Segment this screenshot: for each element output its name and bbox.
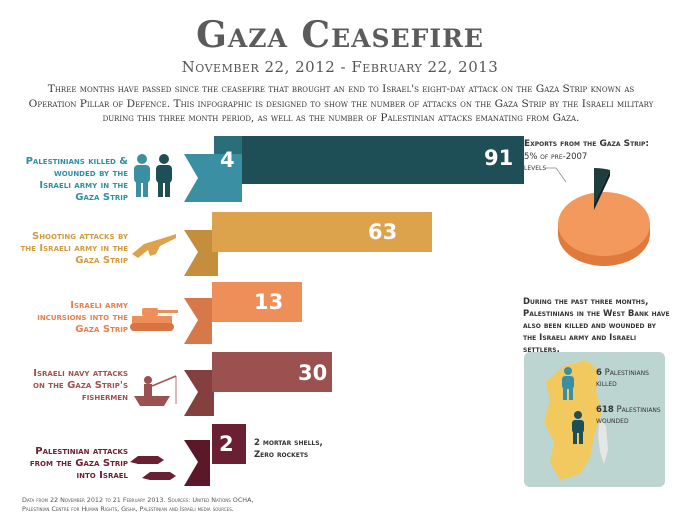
bar-value-incursions: 13 xyxy=(254,290,284,314)
footer-line-1: Data from 22 November 2012 to 21 Februar… xyxy=(22,496,254,504)
bar-value-wounded: 91 xyxy=(484,146,514,170)
wb-wounded-label-2: wounded xyxy=(596,416,629,426)
page-title: Gaza Ceasefire xyxy=(196,14,484,56)
row-label-shooting: Shooting attacks by the Israeli army in … xyxy=(20,231,128,266)
bar-navy xyxy=(184,352,332,416)
west-bank-text: During the past three months, Palestinia… xyxy=(523,297,670,355)
rockets-icon xyxy=(130,456,176,480)
wb-killed-count: 6 xyxy=(596,368,602,378)
row-label-palestinian-attacks: Palestinian attacks from the Gaza Strip … xyxy=(29,446,128,481)
wb-killed-label-1: Palestinians xyxy=(604,368,649,378)
footer-sources: Data from 22 November 2012 to 21 Februar… xyxy=(22,496,362,514)
pie-slice-exports xyxy=(594,168,610,204)
fishing-boat-icon xyxy=(134,375,177,406)
person-killed-icon xyxy=(562,367,574,400)
date-range: November 22, 2012 - February 22, 2013 xyxy=(181,58,499,76)
bar-shooting xyxy=(184,212,432,276)
west-bank-shape xyxy=(544,360,602,480)
bar-palestinian-attacks xyxy=(184,424,246,486)
person-wounded-icon xyxy=(572,411,584,444)
exports-heading: Exports from the Gaza Strip: xyxy=(524,139,650,149)
exports-subline-1: 5% of pre-2007 xyxy=(524,152,588,162)
bar-value-palestinian-attacks: 2 xyxy=(219,432,234,456)
row-label-navy: Israeli navy attacks on the Gaza Strip's… xyxy=(33,368,128,403)
bar-value-killed: 4 xyxy=(220,148,235,172)
exports-subline-2: levels xyxy=(524,163,547,173)
rocket-note-line2: Zero rockets xyxy=(254,450,309,460)
exports-pie-chart xyxy=(544,167,650,266)
row-label-incursions: Israeli army incursions into the Gaza St… xyxy=(37,300,128,335)
row-label-killed-wounded: Palestinians killed & wounded by the Isr… xyxy=(25,156,128,203)
pie-slice-rest xyxy=(558,192,650,256)
rifle-icon xyxy=(132,234,176,258)
bar-killed-wounded xyxy=(184,136,524,202)
wb-wounded-label-1: Palestinians xyxy=(616,405,661,415)
tank-icon xyxy=(130,308,178,331)
rocket-note-line1: 2 mortar shells, xyxy=(254,438,323,448)
people-icon xyxy=(134,154,172,197)
bar-value-navy: 30 xyxy=(298,361,328,385)
intro-text: Three months have passed since the cease… xyxy=(28,83,654,124)
bar-value-shooting: 63 xyxy=(368,220,398,244)
bar-incursions xyxy=(184,282,302,344)
pie-label: 5% xyxy=(573,183,589,193)
wb-killed: 6 Palestinians killed xyxy=(596,368,649,390)
wb-wounded-count: 618 xyxy=(596,405,614,415)
west-bank-map xyxy=(524,352,665,487)
footer-line-2: Palestinian Centre for Human Rights, Gis… xyxy=(22,505,234,513)
wb-killed-label-2: killed xyxy=(596,379,617,389)
wb-wounded: 618 Palestinians wounded xyxy=(596,405,661,427)
